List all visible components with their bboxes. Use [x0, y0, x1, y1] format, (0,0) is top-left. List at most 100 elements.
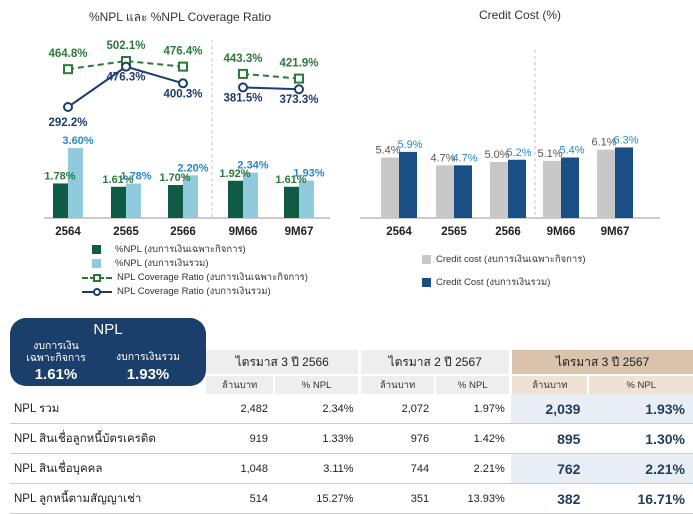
marker-coverage-consolidated: [238, 82, 248, 93]
cell-pct-current: 1.93%: [588, 394, 693, 424]
bar-credit-cost-consolidated: [615, 147, 633, 218]
npl-badge-consolidated-value: 1.93%: [126, 366, 170, 383]
data-label-npl-company: 1.61%: [275, 174, 306, 186]
cell-amount-current: 762: [510, 453, 589, 484]
legend-label: NPL Coverage Ratio (งบการเงินเฉพาะกิจการ…: [117, 272, 308, 283]
cell-amount: 2,482: [206, 394, 275, 424]
marker-coverage-company: [63, 64, 73, 75]
data-label-npl-company: 1.78%: [44, 170, 75, 182]
data-label-coverage-consolidated: 381.5%: [223, 92, 262, 104]
cell-pct: 15.27%: [274, 483, 360, 514]
bar-credit-cost-company: [381, 157, 399, 218]
legend-item-coverage-company: NPL Coverage Ratio (งบการเงินเฉพาะกิจการ…: [82, 271, 308, 284]
npl-badge-title: NPL: [93, 321, 123, 338]
bar-npl-company: [53, 183, 68, 218]
x-tick-label: 2564: [386, 226, 412, 238]
marker-coverage-company: [294, 73, 304, 84]
legend-label: %NPL (งบการเงินรวม): [115, 258, 209, 269]
bar-credit-cost-consolidated: [561, 157, 579, 218]
cell-pct: 3.11%: [274, 453, 360, 484]
marker-coverage-company: [238, 68, 248, 79]
npl-chart-title: %NPL และ %NPL Coverage Ratio: [88, 10, 272, 24]
cell-amount: 919: [206, 423, 275, 454]
data-label-coverage-consolidated: 292.2%: [48, 117, 87, 129]
cell-amount-current: 2,039: [510, 394, 589, 424]
x-tick-label: 9M67: [285, 226, 314, 238]
legend-item-credit-consolidated: Credit Cost (งบการเงินรวม): [422, 271, 586, 293]
data-label-npl-company: 1.70%: [159, 172, 190, 184]
x-tick-label: 9M67: [601, 226, 630, 238]
bar-npl-consolidated: [299, 180, 314, 218]
bar-npl-company: [284, 186, 299, 218]
credit-cost-chart: 5.4%5.9%25644.7%4.7%25655.0%5.2%25665.1%…: [360, 50, 660, 238]
x-tick-label: 2565: [441, 226, 467, 238]
data-label-credit-cost-company: 4.7%: [430, 152, 455, 164]
credit-cost-chart-title: Credit Cost (%): [478, 8, 561, 22]
line-coverage-company: [242, 72, 300, 80]
cell-amount: 744: [359, 453, 436, 484]
data-label-coverage-company: 443.3%: [223, 53, 262, 65]
row-label: NPL รวม: [10, 394, 207, 424]
marker-coverage-consolidated: [121, 61, 131, 72]
legend-swatch: [422, 254, 431, 264]
bar-credit-cost-company: [597, 149, 615, 218]
data-label-coverage-company: 502.1%: [106, 40, 145, 52]
data-label-credit-cost-consolidated: 5.9%: [397, 139, 422, 151]
x-tick-label: 2566: [495, 226, 521, 238]
credit-cost-legend: Credit cost (งบการเงินเฉพาะกิจการ) Credi…: [422, 248, 586, 294]
cell-pct: 13.93%: [435, 483, 511, 514]
marker-coverage-consolidated: [178, 78, 188, 89]
legend-label: Credit cost (งบการเงินเฉพาะกิจการ): [436, 253, 586, 265]
legend-swatch: [92, 259, 101, 268]
bar-npl-company: [168, 185, 183, 218]
data-label-coverage-consolidated: 400.3%: [163, 88, 202, 100]
legend-item-npl-consolidated: %NPL (งบการเงินรวม): [82, 257, 308, 270]
legend-label: NPL Coverage Ratio (งบการเงินรวม): [117, 286, 271, 297]
cell-pct: 2.34%: [274, 394, 360, 424]
table-row: NPL สินเชื่อบุคคล 1,048 3.11% 744 2.21% …: [10, 453, 693, 484]
data-label-npl-consolidated: 1.78%: [120, 170, 151, 182]
data-label-npl-consolidated: 2.34%: [237, 160, 268, 172]
period-header-q2-2567: ไตรมาส 2 ปี 2567: [358, 350, 511, 375]
bar-credit-cost-consolidated: [508, 159, 526, 218]
table-row: NPL สินเชื่อลูกหนี้บัตรเครดิต 919 1.33% …: [10, 423, 693, 454]
x-tick-label: 2566: [170, 226, 196, 238]
data-label-coverage-company: 464.8%: [48, 48, 87, 60]
x-tick-label: 2565: [113, 226, 139, 238]
legend-swatch: [82, 287, 112, 297]
unit-pct-header: % NPL: [587, 374, 693, 394]
data-label-credit-cost-consolidated: 5.4%: [559, 145, 584, 157]
legend-label: Credit Cost (งบการเงินรวม): [436, 276, 551, 288]
cell-amount: 1,048: [206, 453, 275, 484]
cell-pct-current: 1.30%: [588, 423, 693, 454]
marker-coverage-consolidated: [63, 102, 73, 112]
legend-swatch: [92, 245, 101, 254]
npl-table: ไตรมาส 3 ปี 2566 ไตรมาส 2 ปี 2567 ไตรมาส…: [10, 350, 693, 514]
marker-coverage-consolidated: [294, 84, 304, 95]
bar-npl-consolidated: [243, 172, 258, 218]
cell-amount: 351: [359, 483, 436, 514]
unit-amount-header: ล้านบาท: [206, 374, 275, 394]
bar-credit-cost-company: [436, 165, 454, 218]
data-label-credit-cost-company: 6.1%: [591, 137, 616, 149]
bar-npl-company: [111, 186, 126, 218]
cell-amount-current: 895: [510, 423, 589, 454]
data-label-npl-consolidated: 2.20%: [177, 162, 208, 174]
cell-pct: 1.97%: [435, 394, 511, 424]
data-label-npl-consolidated: 3.60%: [62, 135, 93, 147]
bar-npl-company: [228, 180, 243, 218]
data-label-npl-company: 1.92%: [219, 168, 250, 180]
bar-npl-consolidated: [68, 148, 83, 218]
period-header-q3-2566: ไตรมาส 3 ปี 2566: [206, 350, 360, 375]
legend-item-credit-company: Credit cost (งบการเงินเฉพาะกิจการ): [422, 248, 586, 270]
data-label-coverage-company: 476.4%: [163, 46, 202, 58]
x-tick-label: 2564: [55, 226, 81, 238]
npl-badge-company-label: งบการเงิน เฉพาะกิจการ: [26, 340, 86, 364]
unit-amount-header: ล้านบาท: [509, 374, 589, 394]
cell-amount: 2,072: [359, 394, 436, 424]
cell-amount: 976: [359, 423, 436, 454]
cell-pct-current: 2.21%: [588, 453, 693, 484]
data-label-credit-cost-consolidated: 6.3%: [613, 134, 638, 146]
npl-summary-badge: NPL งบการเงิน เฉพาะกิจการ งบการเงินรวม 1…: [10, 318, 206, 386]
x-tick-label: 9M66: [229, 226, 258, 238]
